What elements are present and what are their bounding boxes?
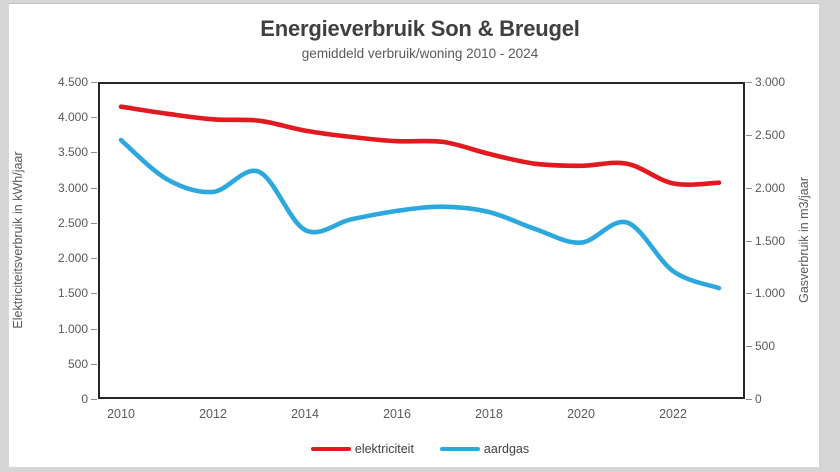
right-axis-tick-mark [746, 293, 752, 295]
right-axis-tick-label: 3.000 [755, 75, 786, 89]
right-axis-tick-mark [746, 346, 752, 348]
x-axis-tick-label: 2018 [475, 407, 503, 421]
chart-title: Energieverbruik Son & Breugel [260, 16, 580, 41]
left-axis-tick-label: 3.500 [57, 145, 88, 160]
x-axis-tick-label: 2016 [383, 407, 411, 421]
x-axis-tick-label: 2014 [291, 407, 319, 421]
right-axis-tick-label: 0 [755, 392, 762, 406]
left-axis-tick-mark [91, 152, 97, 154]
left-axis-tick-label: 2.500 [57, 215, 88, 230]
plot-area [98, 82, 745, 399]
x-axis-tick-label: 2020 [567, 407, 595, 421]
legend-label-elektriciteit: elektriciteit [354, 442, 414, 456]
legend-item-elektriciteit: elektriciteit [310, 442, 414, 456]
left-axis-tick-mark [91, 82, 97, 83]
legend-swatch-aardgas [439, 446, 480, 452]
left-axis-tick-mark [91, 187, 97, 189]
left-axis-tick-label: 1.500 [57, 286, 88, 301]
left-axis-tick-label: 2.000 [57, 251, 88, 266]
right-axis-tick-label: 1.000 [755, 286, 786, 301]
left-axis-tick-label: 0 [81, 392, 88, 406]
left-axis-tick-mark [91, 363, 97, 365]
aardgas-line [118, 137, 722, 291]
legend-label-aardgas: aardgas [483, 442, 530, 456]
x-axis-tick-label: 2010 [107, 407, 135, 421]
elektriciteit-line [118, 104, 722, 187]
x-axis-tick-label: 2012 [199, 407, 227, 421]
legend-swatch-elektriciteit [310, 446, 351, 452]
left-axis-tick-mark [91, 399, 97, 400]
legend: elektriciteit aardgas [0, 442, 840, 456]
left-axis-tick-mark [91, 117, 97, 119]
left-axis-tick-label: 4.500 [57, 75, 88, 89]
legend-item-aardgas: aardgas [439, 442, 530, 456]
left-axis-tick-mark [91, 293, 97, 295]
left-axis-tick-mark [91, 222, 97, 224]
left-axis-tick-label: 4.000 [57, 110, 88, 125]
right-axis-tick-mark [746, 82, 752, 83]
left-axis-tick-label: 3.000 [57, 180, 88, 195]
right-axis-tick-mark [746, 134, 752, 136]
left-axis-tick-mark [91, 258, 97, 260]
x-axis-tick-label: 2022 [659, 407, 687, 421]
right-axis-tick-mark [746, 187, 752, 189]
right-axis-tick-label: 2.500 [755, 127, 786, 142]
left-axis-tick-mark [91, 328, 97, 330]
left-axis-tick-label: 500 [67, 356, 88, 371]
right-axis-tick-label: 1.500 [755, 233, 786, 248]
right-axis-tick-mark [746, 399, 752, 400]
right-axis-tick-label: 500 [755, 339, 776, 354]
right-axis-tick-label: 2.000 [755, 180, 786, 195]
left-axis-tick-label: 1.000 [57, 321, 88, 336]
right-axis-tick-mark [746, 240, 752, 242]
chart-subtitle: gemiddeld verbruik/woning 2010 - 2024 [301, 46, 539, 61]
